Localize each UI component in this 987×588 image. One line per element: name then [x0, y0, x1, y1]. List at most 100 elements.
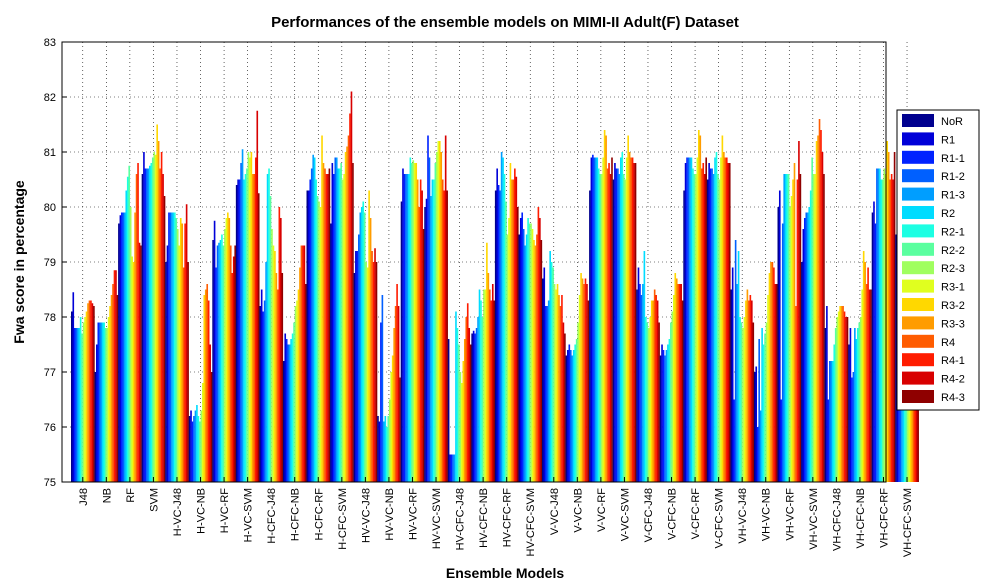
bar-H-CFC-NB-R1-1 [285, 339, 288, 482]
bar-HV-CFC-RF-R4-3 [516, 207, 519, 482]
bar-VH-VC-SVM-R2-1 [809, 190, 812, 482]
legend-label-R4-2: R4-2 [941, 374, 965, 386]
bar-HV-VC-J48-R2 [360, 207, 363, 482]
bar-VH-VC-J48-R2-1 [739, 317, 741, 482]
legend-label-R3-2: R3-2 [941, 300, 965, 312]
x-tick-label: J48 [78, 488, 90, 506]
bar-H-CFC-SVM-R3-1 [343, 174, 345, 482]
bar-VH-CFC-NB-R3-2 [862, 251, 865, 482]
bar-V-VC-RF-R3-3 [605, 135, 607, 482]
bar-V-CFC-J48-R2 [643, 251, 646, 482]
bar-HV-VC-SVM-R2-1 [433, 179, 435, 482]
bar-H-CFC-SVM-R3-3 [346, 146, 348, 482]
legend-label-R1-3: R1-3 [941, 190, 965, 202]
x-tick-label: V-CFC-NB [667, 488, 679, 540]
bar-V-CFC-J48-R3-1 [649, 317, 652, 482]
bar-HV-CFC-RF-R1-3 [500, 152, 503, 482]
bar-H-VC-J48-R4-2 [185, 204, 188, 482]
y-axis-ticks: 75 76 77 78 79 80 81 82 83 [44, 37, 67, 489]
bar-V-VC-NB-R4-3 [587, 300, 590, 482]
bar-HV-VC-J48-R1-2 [358, 234, 360, 482]
bar-H-CFC-RF-R1-3 [312, 154, 315, 482]
bar-H-CFC-SVM-R2-1 [338, 168, 341, 482]
bar-V-CFC-J48-R3-2 [650, 300, 653, 482]
bar-HV-CFC-RF-R1-1 [497, 185, 500, 482]
bar-H-VC-NB-R3-3 [204, 289, 207, 482]
x-tick-label: V-VC-SVM [619, 488, 631, 541]
bar-V-CFC-RF-R1-2 [687, 157, 690, 482]
bar-H-VC-NB-R3-1 [202, 383, 204, 482]
bar-VH-VC-SVM-R1-3 [806, 212, 809, 482]
x-tick-label: V-VC-NB [572, 488, 584, 533]
x-tick-label: V-CFC-RF [690, 488, 702, 540]
bar-HV-VC-NB-R2-1 [385, 427, 388, 482]
x-tick-label: VH-CFC-SVM [902, 488, 914, 557]
bar-V-CFC-NB-R4-1 [678, 284, 681, 482]
bar-V-VC-NB-R4 [583, 284, 585, 482]
bar-HV-CFC-RF-R4-1 [514, 168, 516, 482]
bar-V-CFC-J48-R2-3 [647, 328, 650, 482]
bar-H-VC-NB-R1-2 [193, 416, 195, 482]
bar-HV-VC-RF-R2-2 [411, 163, 413, 482]
bar-VH-VC-J48-R4-2 [751, 300, 753, 482]
bar-NB-R3-1 [107, 317, 110, 482]
bar-H-VC-J48-R1-3 [171, 212, 173, 482]
bar-H-CFC-J48-R4-2 [280, 218, 282, 482]
bar-HV-CFC-NB-R4-2 [491, 284, 494, 482]
bar-VH-CFC-RF-R4 [889, 179, 891, 482]
bar-SVM-R1-1 [144, 168, 147, 482]
bar-RF-R4-1 [137, 163, 139, 482]
bar-V-CFC-J48-R2-1 [645, 317, 647, 482]
bar-HV-VC-RF-R4-2 [421, 190, 423, 482]
bar-V-VC-NB-R3-1 [578, 295, 581, 482]
bar-HV-CFC-SVM-R2-1 [527, 218, 529, 482]
bar-V-VC-SVM-R1-3 [618, 174, 621, 482]
bar-HV-VC-J48-R1-1 [356, 251, 359, 482]
bar-H-CFC-RF-R2-2 [316, 196, 319, 482]
bar-VH-VC-NB-R1-1 [756, 427, 759, 482]
bar-V-VC-SVM-R4-1 [631, 157, 634, 482]
bar-SVM-NoR [141, 174, 144, 482]
bar-H-VC-SVM-NoR [235, 185, 238, 482]
bar-H-CFC-NB-NoR [282, 361, 285, 482]
bar-V-CFC-SVM-R1-2 [711, 168, 713, 482]
bar-V-CFC-RF-R3-3 [699, 135, 702, 482]
bar-H-CFC-RF-R3-1 [319, 207, 322, 482]
bar-VH-VC-RF-NoR [777, 207, 780, 482]
bar-HV-CFC-J48-R1-2 [452, 454, 454, 482]
bar-VH-CFC-J48-NoR [824, 328, 827, 482]
bar-VH-VC-J48-R2-3 [742, 328, 744, 482]
bar-H-VC-RF-R3-2 [227, 212, 229, 482]
bar-HV-CFC-NB-R4 [489, 289, 491, 482]
bar-VH-CFC-NB-R2-3 [859, 317, 862, 482]
bar-H-CFC-J48-R4-3 [281, 273, 284, 482]
bar-NB-NoR [94, 372, 97, 482]
bar-H-CFC-SVM-R4 [347, 135, 350, 482]
bar-VH-CFC-J48-R1-3 [830, 361, 833, 482]
bar-HV-CFC-SVM-R4-3 [540, 240, 543, 482]
bar-H-CFC-NB-R4-3 [305, 284, 307, 482]
bar-H-VC-RF-NoR [212, 240, 214, 482]
bar-HV-VC-RF-NoR [400, 201, 403, 482]
bar-VH-VC-SVM-R4-1 [820, 130, 822, 482]
bar-HV-VC-NB-R1 [378, 421, 381, 482]
bar-V-CFC-J48-R2-2 [646, 322, 649, 482]
bar-H-CFC-RF-R3-3 [322, 163, 325, 482]
bar-VH-CFC-J48-R3-2 [839, 306, 841, 482]
bar-HV-CFC-J48-R2-3 [459, 372, 462, 482]
bar-V-VC-SVM-R2-2 [622, 174, 625, 482]
bar-RF-R3-1 [131, 256, 133, 482]
bar-J48-R1-1 [73, 328, 76, 482]
y-tick-label: 81 [44, 147, 56, 159]
bar-HV-CFC-RF-R4-2 [515, 176, 518, 482]
x-tick-label: VH-VC-RF [784, 488, 796, 541]
bar-V-VC-SVM-R3-3 [628, 152, 631, 482]
bar-V-CFC-NB-R2-3 [671, 311, 674, 482]
bar-V-CFC-NB-R1 [661, 344, 663, 482]
bar-V-VC-SVM-R3-2 [627, 135, 629, 482]
y-tick-label: 78 [44, 312, 56, 324]
bar-H-CFC-RF-R4-2 [327, 174, 329, 482]
bar-VH-VC-NB-R4-2 [774, 284, 777, 482]
bar-NB-R1-2 [98, 322, 101, 482]
bar-RF-R3-2 [132, 262, 135, 482]
